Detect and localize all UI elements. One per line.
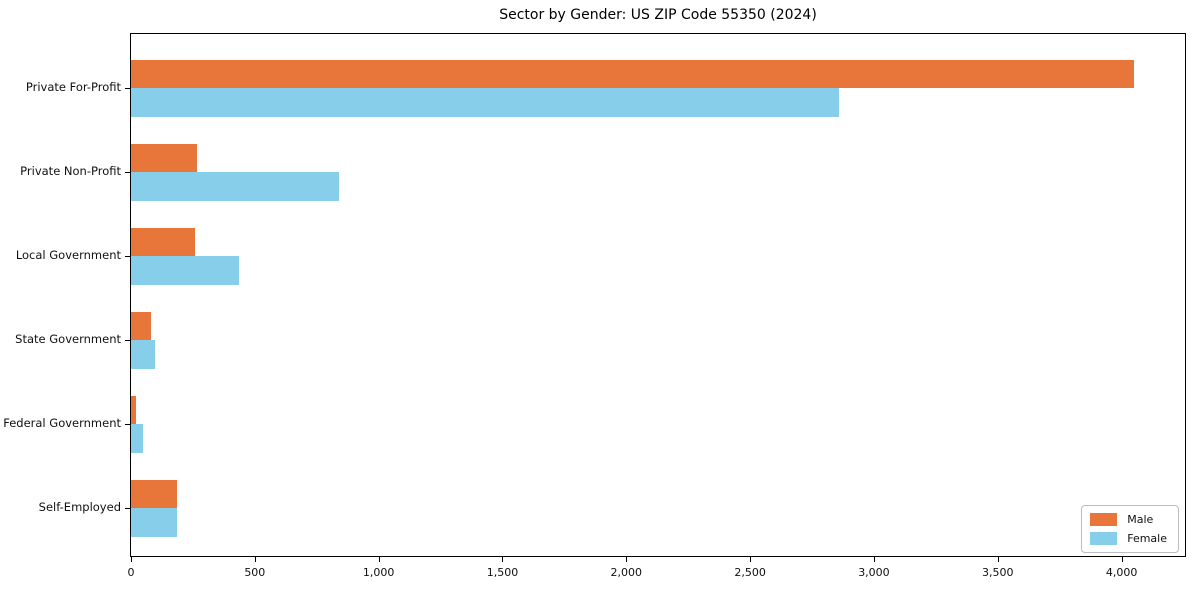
bar-female-state-government bbox=[131, 340, 155, 369]
legend-label-male: Male bbox=[1127, 513, 1154, 526]
x-tick-label-3000: 3,000 bbox=[858, 566, 890, 579]
chart-title: Sector by Gender: US ZIP Code 55350 (202… bbox=[499, 7, 817, 23]
x-tick-label-4000: 4,000 bbox=[1105, 566, 1138, 579]
legend-swatch-male bbox=[1090, 513, 1118, 526]
x-tick-mark-500 bbox=[254, 557, 256, 562]
legend-swatch-female bbox=[1090, 532, 1118, 545]
x-tick-mark-2000 bbox=[626, 557, 628, 562]
x-tick-label-1500: 1,500 bbox=[486, 566, 519, 579]
bar-female-self-employed bbox=[131, 508, 177, 537]
x-tick-mark-3500 bbox=[997, 557, 999, 562]
y-tick-mark-private-for-profit bbox=[125, 88, 130, 89]
x-tick-mark-1500 bbox=[502, 557, 504, 562]
y-tick-mark-self-employed bbox=[125, 508, 130, 509]
x-tick-mark-0 bbox=[131, 557, 132, 562]
y-tick-mark-local-government bbox=[125, 256, 130, 257]
y-tick-label-state-government: State Government bbox=[15, 332, 121, 346]
y-tick-mark-federal-government bbox=[125, 424, 130, 425]
x-tick-label-1000: 1,000 bbox=[362, 566, 395, 579]
y-tick-label-local-government: Local Government bbox=[15, 248, 121, 262]
y-tick-mark-state-government bbox=[125, 340, 130, 341]
legend-label-female: Female bbox=[1127, 532, 1167, 545]
x-tick-label-2000: 2,000 bbox=[610, 566, 643, 579]
bar-male-private-non-profit bbox=[131, 143, 197, 172]
y-tick-label-self-employed: Self-Employed bbox=[38, 500, 121, 514]
bar-male-self-employed bbox=[131, 479, 177, 508]
bar-female-federal-government bbox=[131, 424, 144, 453]
bar-female-local-government bbox=[131, 256, 240, 285]
x-tick-mark-4000 bbox=[1121, 557, 1123, 562]
y-tick-label-federal-government: Federal Government bbox=[3, 416, 121, 430]
x-tick-mark-1000 bbox=[378, 557, 380, 562]
bar-female-private-non-profit bbox=[131, 172, 340, 201]
x-tick-mark-3000 bbox=[873, 557, 875, 562]
x-tick-label-2500: 2,500 bbox=[734, 566, 766, 579]
x-tick-label-500: 500 bbox=[244, 566, 266, 579]
y-tick-mark-private-non-profit bbox=[125, 172, 130, 173]
legend-entry-female: Female bbox=[1090, 532, 1167, 545]
x-tick-label-3500: 3,500 bbox=[982, 566, 1014, 579]
y-tick-label-private-for-profit: Private For-Profit bbox=[25, 80, 121, 94]
legend-entry-male: Male bbox=[1090, 513, 1167, 526]
legend: Male Female bbox=[1081, 505, 1179, 553]
y-tick-label-private-non-profit: Private Non-Profit bbox=[20, 164, 121, 178]
x-tick-mark-2500 bbox=[750, 557, 752, 562]
bar-male-private-for-profit bbox=[131, 59, 1134, 88]
bar-female-private-for-profit bbox=[131, 88, 840, 117]
x-tick-label-0: 0 bbox=[127, 566, 135, 579]
bar-male-local-government bbox=[131, 227, 196, 256]
plot-area bbox=[130, 33, 1186, 557]
bar-male-state-government bbox=[131, 311, 151, 340]
bar-male-federal-government bbox=[131, 395, 136, 424]
